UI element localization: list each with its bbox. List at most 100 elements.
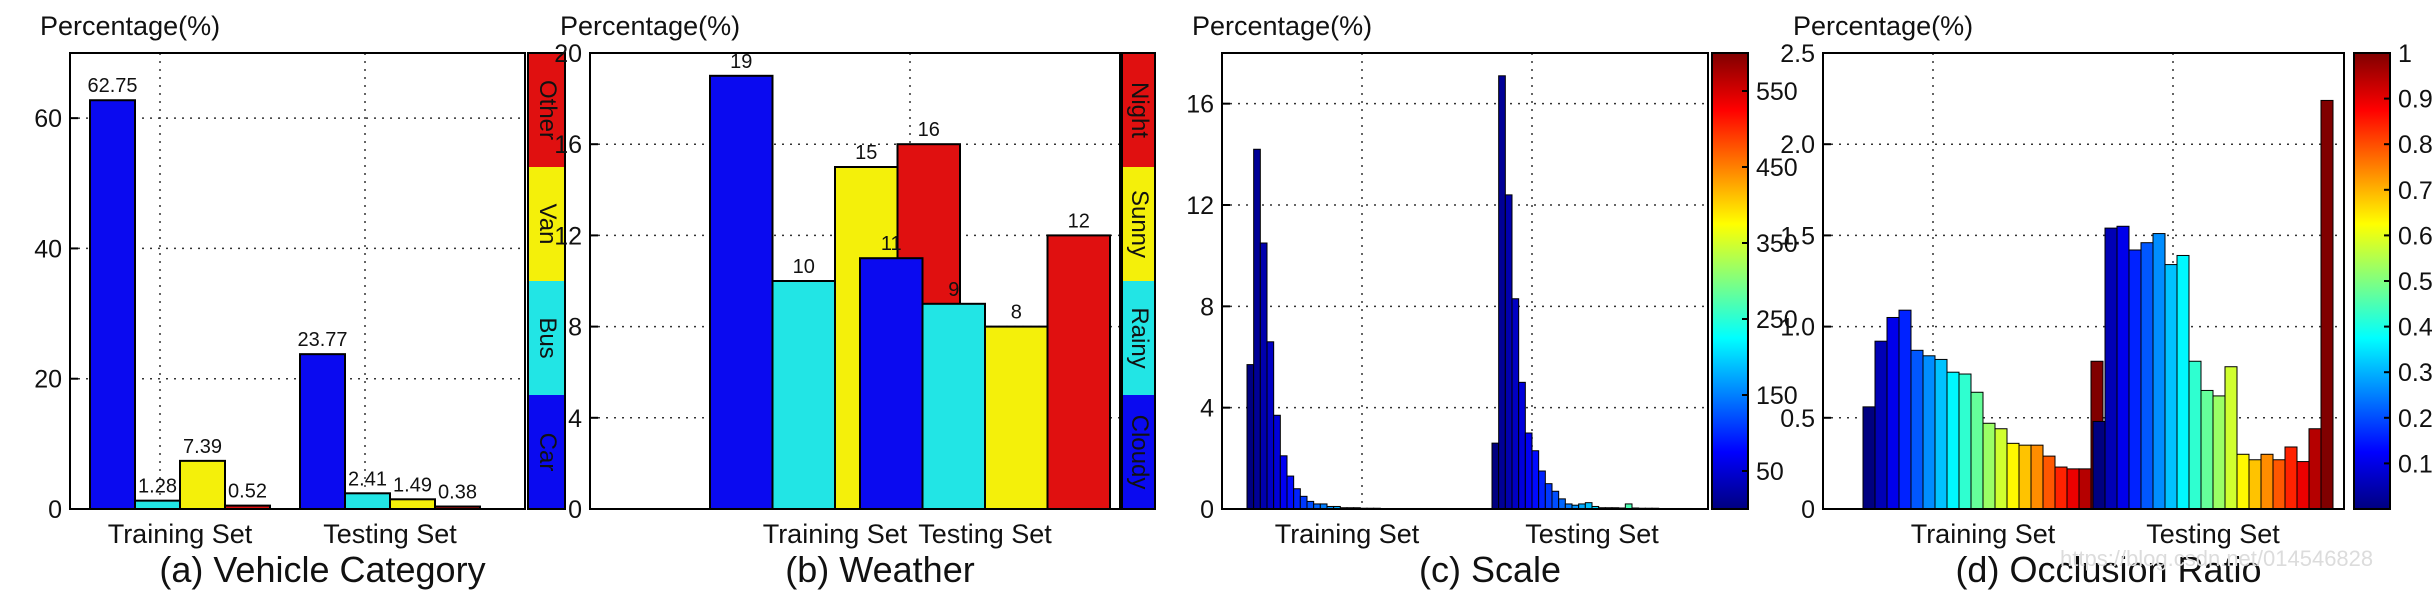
colorbar-tick-label: 0.9: [2398, 86, 2432, 114]
y-tick-label: 60: [34, 105, 62, 133]
bar-rainy-training: [771, 280, 836, 510]
histogram-bar-training: [1299, 495, 1308, 510]
histogram-bar-testing: [1538, 470, 1546, 510]
data-label: 8: [1011, 302, 1022, 324]
y-tick-label: 2.0: [1780, 131, 1815, 159]
legend-swatch-cloudy: [1122, 395, 1155, 509]
bar-van-training: [179, 459, 226, 511]
y-tick-label: 16: [1186, 91, 1214, 119]
y-tick-label: 4: [1200, 395, 1214, 423]
legend-label: Night: [1126, 82, 1153, 138]
chart-title: (a) Vehicle Category: [159, 549, 485, 590]
colorbar-tick-label: 0.3: [2398, 359, 2432, 387]
histogram-bar-testing: [2236, 453, 2250, 510]
histogram-bar-training: [1266, 341, 1275, 510]
y-axis-title: Percentage(%): [1793, 11, 1973, 41]
colorbar-tick-label: 0.2: [2398, 405, 2432, 433]
histogram-bar-testing: [2308, 428, 2322, 510]
chart-panel-3: 0 4 8 12 16 Training Set Testing Set Percentage…: [1186, 11, 1798, 590]
legend-swatch-night: [1122, 53, 1155, 167]
colorbar-tick-label: 0.7: [2398, 177, 2432, 205]
data-label: 1.49: [393, 474, 432, 496]
histogram-bar-testing: [1511, 298, 1520, 510]
y-tick-label: 2.5: [1780, 40, 1815, 68]
bar-car-testing: [299, 353, 346, 510]
legend-swatch-sunny: [1122, 167, 1155, 281]
histogram-bar-testing: [2200, 389, 2214, 510]
y-axis-title: Percentage(%): [1192, 11, 1372, 41]
histogram-bar-training: [1293, 488, 1301, 510]
histogram-bar-testing: [1518, 381, 1526, 510]
histogram-bar-testing: [2104, 227, 2118, 510]
histogram-bar-training: [1279, 455, 1288, 510]
histogram-bar-testing: [2248, 459, 2262, 510]
y-tick-label: 20: [34, 366, 62, 394]
x-category-label: Testing Set: [918, 519, 1052, 549]
histogram-bar-training: [1958, 373, 1972, 510]
chart-panel-1: 62.75 1.28 7.39 0.52 23.77 2.41 1.49 0.38 0 20 40 6…: [34, 11, 566, 590]
legend-label: Sunny: [1126, 190, 1153, 258]
colorbar-tick-label: 450: [1756, 154, 1798, 182]
y-tick-label: 0: [48, 496, 62, 524]
histogram-bar-training: [1934, 358, 1948, 510]
histogram-bar-testing: [1504, 194, 1513, 510]
histogram-bar-testing: [1491, 442, 1500, 510]
axes-frame: [1822, 52, 2345, 510]
histogram-bar-training: [2006, 442, 2020, 510]
x-category-label: Training Set: [1911, 519, 2056, 549]
histogram-bar-testing: [1524, 432, 1533, 510]
histogram-bar-testing: [2164, 264, 2178, 510]
bar-cloudy-training: [709, 74, 774, 511]
legend-label: Bus: [534, 317, 561, 358]
y-tick-label: 1.5: [1780, 222, 1815, 250]
legend-swatch-bus: [528, 281, 565, 395]
histogram-bar-testing: [2296, 461, 2310, 510]
y-tick-label: 40: [34, 235, 62, 263]
histogram-bar-training: [2066, 468, 2080, 510]
data-label: 9: [948, 279, 959, 301]
y-tick-label: 8: [1200, 293, 1214, 321]
histogram-bar-testing: [2116, 225, 2130, 510]
colorbar-tick-label: 150: [1756, 382, 1798, 410]
axes-frame: [69, 52, 526, 510]
histogram-bar-training: [1874, 340, 1888, 510]
histogram-bar-testing: [2176, 254, 2190, 510]
histogram-bar-training: [1253, 148, 1261, 510]
data-label: 1.28: [138, 476, 177, 498]
colorbar-tick-label: 550: [1756, 78, 1798, 106]
histogram-bar-training: [1994, 428, 2008, 510]
x-category-label: Training Set: [763, 519, 908, 549]
histogram-bar-testing: [2152, 233, 2166, 510]
bar-sunny-testing: [984, 325, 1049, 510]
histogram-bar-testing: [1498, 75, 1506, 510]
histogram-bar-training: [1862, 406, 1876, 510]
histogram-bar-training: [1910, 349, 1924, 510]
histogram-bar-training: [1898, 309, 1912, 510]
colorbar-tick-label: 0.8: [2398, 131, 2432, 159]
colorbar-tick-label: 0.6: [2398, 222, 2432, 250]
y-axis-title: Percentage(%): [40, 11, 220, 41]
data-label: 10: [793, 256, 815, 278]
histogram-bar-training: [1970, 391, 1984, 510]
legend-frame: [527, 52, 566, 510]
bar-cloudy-testing: [859, 257, 924, 511]
data-label: 11: [881, 233, 902, 255]
histogram-bar-training: [1922, 355, 1936, 510]
chart-title: (c) Scale: [1419, 549, 1561, 590]
y-axis-title: Percentage(%): [560, 11, 740, 41]
bar-van-testing: [389, 498, 436, 510]
data-label: 12: [1068, 210, 1090, 232]
legend-label: Cloudy: [1126, 415, 1153, 490]
data-label: 15: [855, 142, 877, 164]
histogram-bar-testing: [1531, 450, 1540, 510]
bar-bus-testing: [344, 492, 391, 510]
legend-swatch-van: [528, 167, 565, 281]
histogram-bar-training: [1273, 414, 1281, 510]
chart-title: (d) Occlusion Ratio: [1955, 549, 2261, 590]
histogram-bar-training: [1306, 500, 1315, 510]
histogram-bar-testing: [2212, 395, 2226, 510]
data-label: 2.41: [348, 468, 387, 490]
colorbar-tick-label: 0.4: [2398, 314, 2432, 342]
bar-rainy-testing: [921, 302, 986, 510]
histogram-bar-training: [1886, 316, 1900, 510]
